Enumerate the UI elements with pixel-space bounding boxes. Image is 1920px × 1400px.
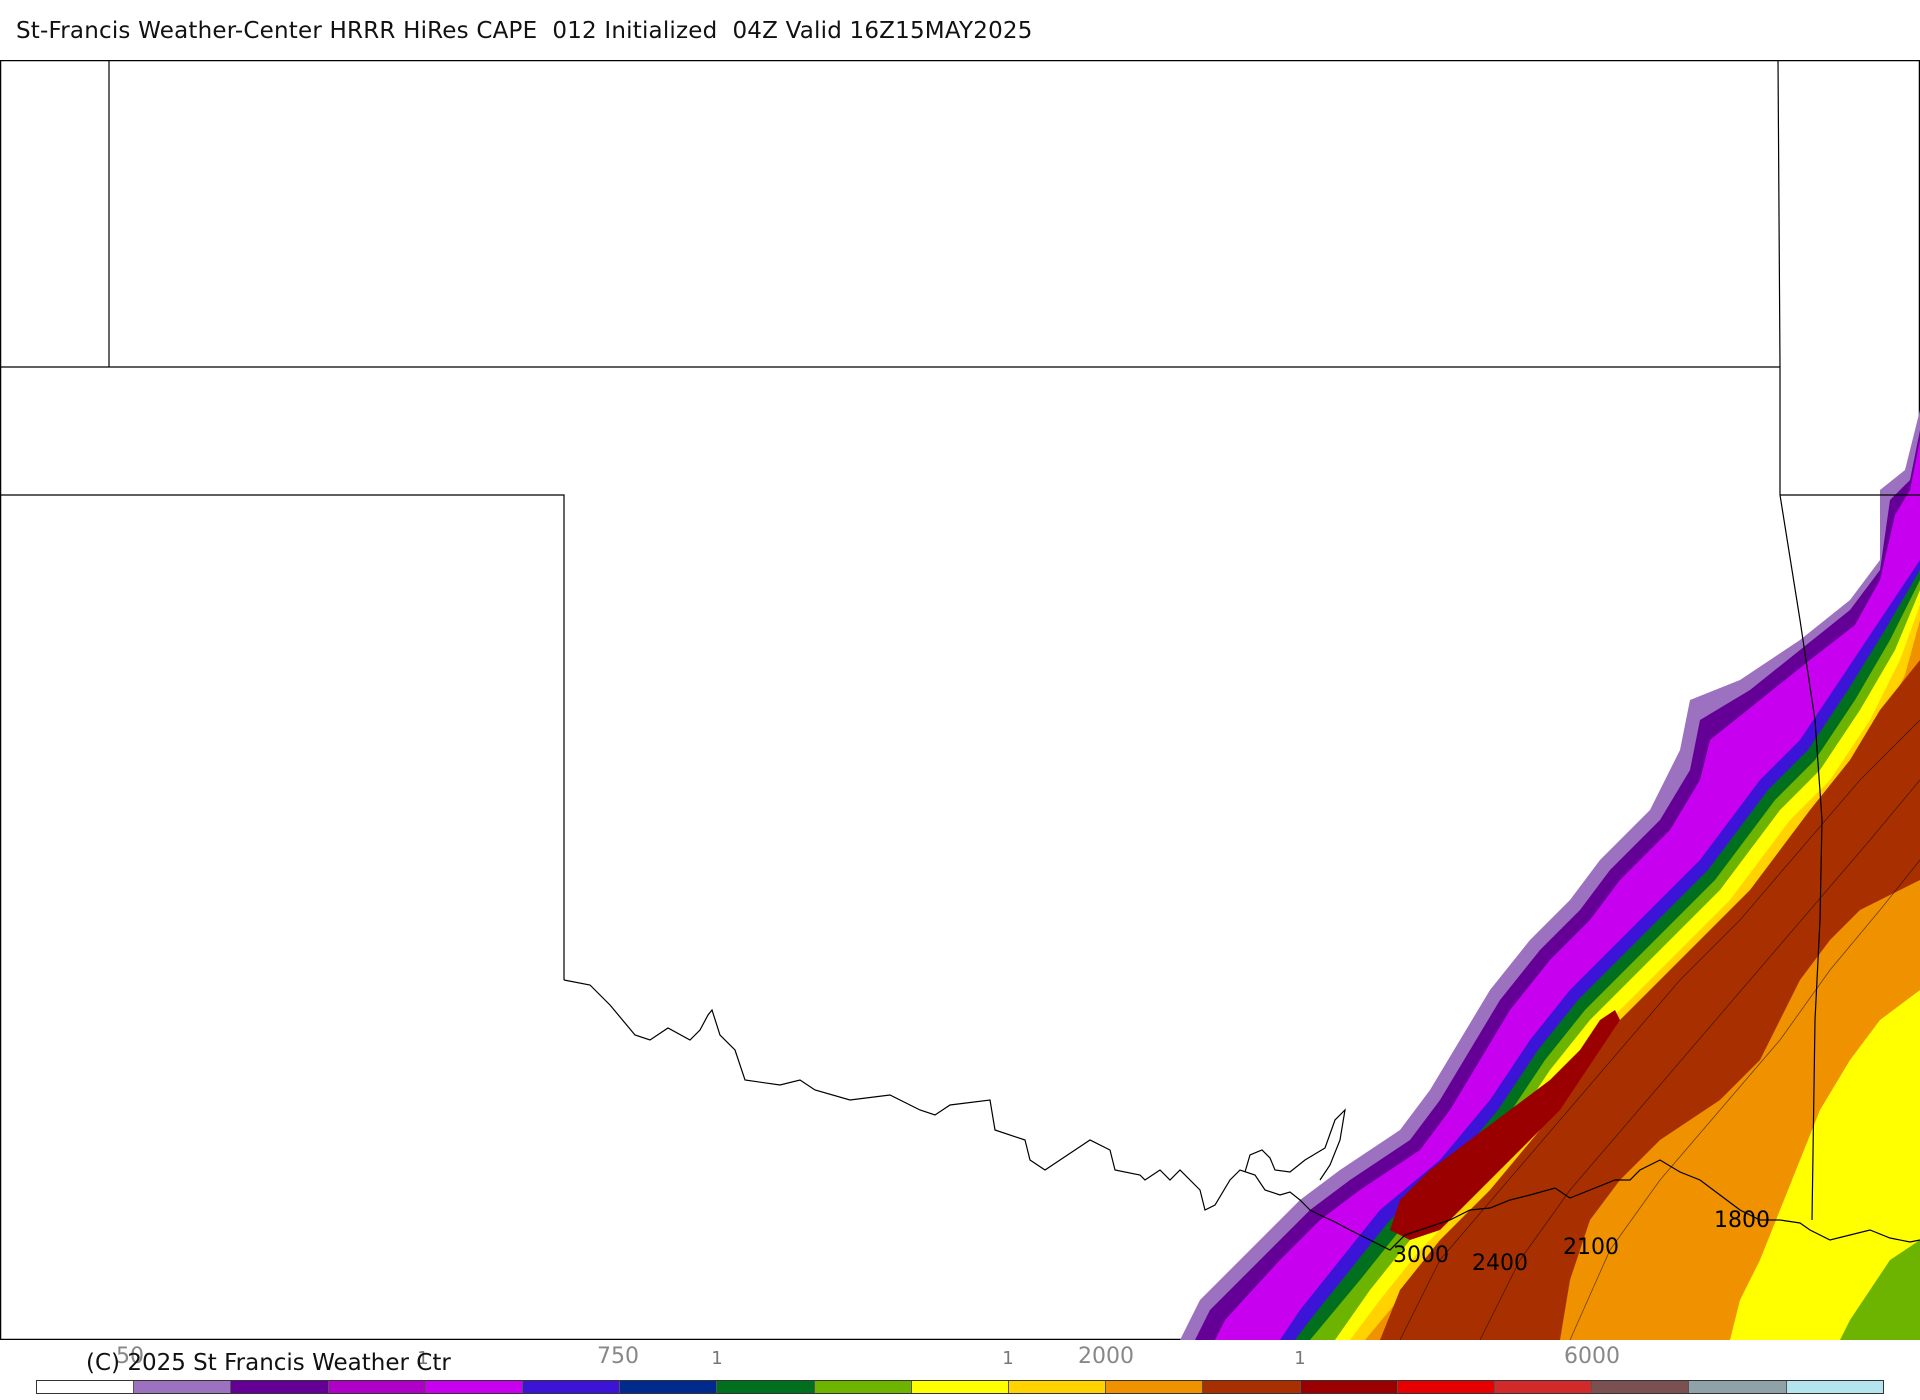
colorbar-label: 750 — [597, 1344, 639, 1369]
colorbar-swatch — [1009, 1381, 1107, 1393]
cape-colorbar — [36, 1380, 1884, 1394]
colorbar-label: 6000 — [1564, 1344, 1620, 1369]
boundary-line — [563, 979, 1920, 1251]
colorbar-swatch — [814, 1381, 912, 1393]
colorbar-swatch — [1592, 1381, 1690, 1393]
colorbar-swatch — [1203, 1381, 1301, 1393]
colorbar-swatch — [1689, 1381, 1787, 1393]
copyright-text: (C) 2025 St Francis Weather Ctr — [86, 1350, 451, 1376]
colorbar-swatch — [911, 1381, 1010, 1393]
colorbar-label: 2000 — [1078, 1344, 1134, 1369]
cape-band-green-se — [1840, 1240, 1920, 1340]
colorbar-swatch — [1106, 1381, 1204, 1393]
cape-band-yellow-se — [1730, 990, 1920, 1340]
map-canvas: 3000 2400 2100 1800 — [0, 60, 1920, 1340]
colorbar-swatch — [1786, 1381, 1883, 1393]
contour-line — [1479, 779, 1920, 1340]
contour-label: 1800 — [1714, 1208, 1770, 1233]
contour-line — [1399, 719, 1920, 1340]
colorbar-label: 50 — [116, 1344, 144, 1369]
colorbar-swatch — [620, 1381, 718, 1393]
cape-band-dark-red — [1390, 1010, 1620, 1240]
colorbar-swatch — [717, 1381, 815, 1393]
cape-map: 3000 2400 2100 1800 — [0, 60, 1920, 1340]
colorbar-swatch — [37, 1381, 135, 1393]
boundary-line — [1777, 60, 1781, 495]
state-boundaries — [0, 60, 1920, 1251]
cape-band-orange — [1365, 620, 1920, 1340]
colorbar-swatch — [523, 1381, 621, 1393]
colorbar-swatch — [231, 1381, 329, 1393]
contour-label: 2400 — [1472, 1251, 1528, 1276]
contour-line — [1569, 859, 1920, 1340]
colorbar-swatch — [425, 1381, 524, 1393]
boundary-line — [0, 494, 565, 980]
coastline-bay — [1244, 1108, 1346, 1181]
contour-label: 2100 — [1563, 1235, 1619, 1260]
cape-band-rust — [1380, 660, 1920, 1340]
colorbar-swatch — [1397, 1381, 1496, 1393]
colorbar-swatch — [328, 1381, 426, 1393]
colorbar-tick: 1 — [417, 1348, 429, 1369]
cape-contours — [1399, 719, 1920, 1340]
map-title: St-Francis Weather-Center HRRR HiRes CAP… — [16, 18, 1033, 44]
contour-label: 3000 — [1393, 1243, 1449, 1268]
colorbar-tick: 1 — [1002, 1348, 1014, 1369]
colorbar-swatch — [134, 1381, 232, 1393]
colorbar-swatch — [1495, 1381, 1593, 1393]
colorbar-swatch — [1300, 1381, 1398, 1393]
cape-fill — [1180, 410, 1920, 1340]
colorbar-tick: 1 — [1294, 1348, 1306, 1369]
colorbar-tick: 1 — [711, 1348, 723, 1369]
boundary-line — [1779, 494, 1823, 1221]
